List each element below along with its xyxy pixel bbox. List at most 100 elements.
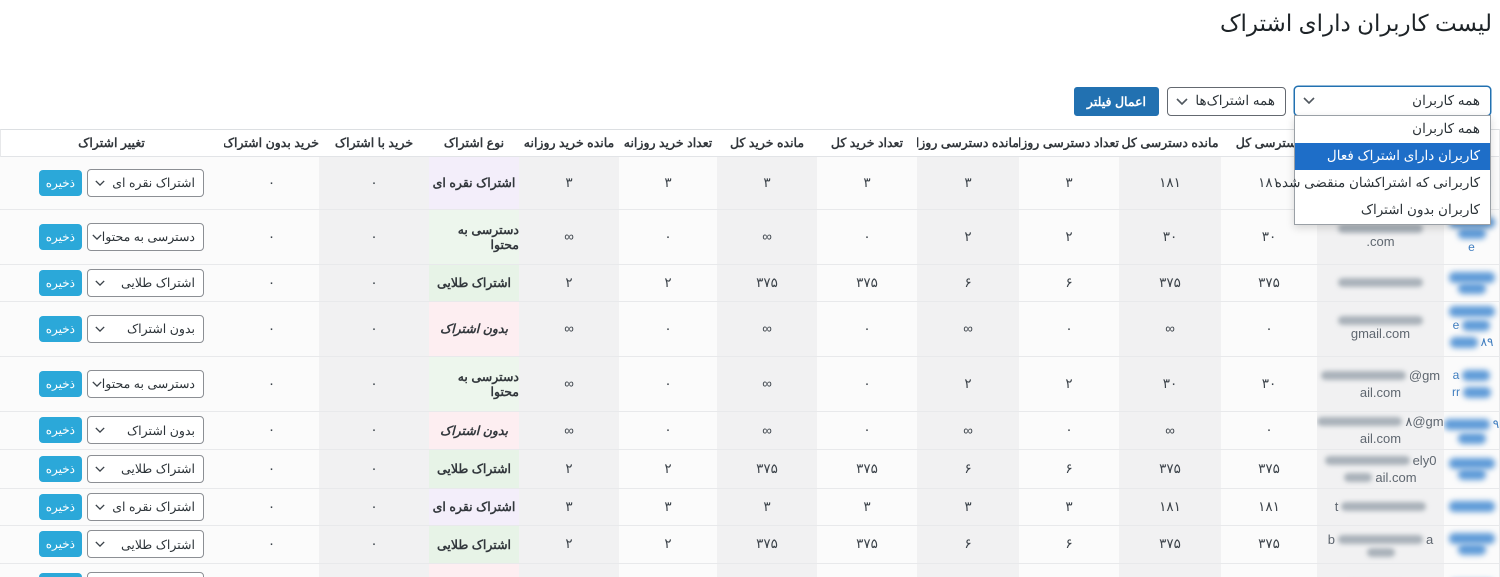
total-buy-left-cell: ۳	[717, 488, 817, 525]
column-header: خرید بدون اشتراک	[224, 136, 319, 151]
username-fragment[interactable]: e	[1468, 240, 1475, 255]
change-subscription-cell: دسترسی به محتوا ذخیره	[0, 356, 224, 411]
subscription-select[interactable]: دسترسی به محتوا	[87, 369, 204, 398]
table-row: ely0 ail.com ۳۷۵ ۳۷۵ ۶ ۶ ۳۷۵ ۳۷۵ ۲ ۲ اشتر…	[0, 449, 1499, 489]
username-cell[interactable]	[1444, 526, 1499, 563]
username-cell[interactable]: a rr	[1444, 357, 1499, 411]
daily-access-left-cell: ۲	[917, 356, 1019, 411]
total-buy-count-cell: ۳۷۵	[856, 274, 878, 290]
total-access-cell: ۳۷۵	[1258, 460, 1280, 476]
daily-buy-count-cell: ۳	[664, 174, 672, 190]
subscription-select[interactable]: بدون اشتراک	[87, 416, 204, 445]
dropdown-option[interactable]: کاربران بدون اشتراک	[1360, 201, 1480, 217]
column-header: خرید با اشتراک	[334, 136, 414, 151]
daily-access-count-cell: ۶	[1065, 460, 1073, 476]
username-fragment[interactable]: a	[1452, 367, 1460, 382]
subscription-select[interactable]: اشتراک نقره ای	[87, 168, 204, 197]
save-button[interactable]: ذخیره	[38, 223, 82, 250]
username-fragment[interactable]: e	[1452, 318, 1460, 333]
subscription-type-cell: بدون اشتراک	[429, 563, 519, 577]
save-button[interactable]: ذخیره	[38, 269, 82, 296]
daily-buy-count-cell: ۰	[619, 564, 717, 577]
redacted-email	[1338, 535, 1423, 545]
apply-filter-button[interactable]: اعمال فیلتر	[1073, 86, 1159, 116]
buy-with-subscription-cell: ۰	[319, 264, 429, 301]
username-cell[interactable]	[1444, 564, 1499, 577]
save-button[interactable]: ذخیره	[38, 315, 82, 342]
total-access-cell: ۱۸۱	[1258, 174, 1280, 190]
chevron-down-icon	[95, 541, 105, 548]
redacted-username	[1448, 533, 1495, 545]
table-row: soo. ۰ ∞ ۰ ∞ ۰ ∞ ۰ ∞ بدون اشتراک ۰ ۰ بدو…	[0, 563, 1499, 577]
subscription-select[interactable]: اشتراک طلایی	[87, 268, 204, 297]
buy-with-subscription-cell: ۰	[319, 156, 429, 209]
daily-buy-left-cell: ۳	[519, 156, 619, 209]
redacted-email	[1338, 278, 1423, 288]
total-buy-left-cell: ۳۷۵	[717, 449, 817, 488]
username-cell[interactable]	[1444, 450, 1499, 488]
redacted-username	[1457, 433, 1486, 445]
email-fragment: t	[1334, 499, 1339, 515]
subscriptions-filter-select[interactable]: همه اشتراک‌ها	[1167, 86, 1286, 116]
total-access-left-cell: ۳۰	[1119, 356, 1221, 411]
subscription-select-value: بدون اشتراک	[126, 322, 195, 337]
username-fragment[interactable]: ۸۹	[1480, 335, 1494, 350]
username-fragment[interactable]: rr	[1452, 384, 1460, 399]
total-buy-count-cell: ۰	[863, 320, 871, 336]
total-access-cell: ۱۸۱	[1258, 498, 1280, 514]
column-header: مانده دسترسی روزانه	[917, 136, 1019, 151]
save-button[interactable]: ذخیره	[38, 493, 82, 520]
users-filter-select[interactable]: همه کاربران	[1294, 85, 1491, 116]
daily-access-left-cell: ۳	[917, 488, 1019, 525]
total-access-cell: ۰	[1265, 320, 1273, 336]
buy-with-subscription-cell: ۰	[319, 449, 429, 488]
email-fragment: ۸@gm	[1405, 414, 1444, 430]
email-cell: gmail.com	[1317, 301, 1444, 356]
username-cell[interactable]: e ۸۹	[1444, 302, 1499, 356]
save-button[interactable]: ذخیره	[38, 417, 82, 444]
username-cell[interactable]	[1444, 489, 1499, 525]
column-header: مانده خرید کل	[729, 136, 805, 151]
subscription-select[interactable]: بدون اشتراک	[87, 571, 204, 577]
change-subscription-cell: اشتراک طلایی ذخیره	[0, 449, 224, 488]
buy-with-subscription-cell: ۰	[319, 525, 429, 563]
total-access-left-cell: ∞	[1119, 563, 1221, 577]
subscription-select-value: اشتراک طلایی	[120, 462, 195, 477]
dropdown-option[interactable]: کاربرانی که اشتراکشان منقضی شده	[1274, 174, 1480, 190]
redacted-email	[1320, 370, 1406, 380]
save-button[interactable]: ذخیره	[38, 455, 82, 482]
save-button[interactable]: ذخیره	[38, 169, 82, 196]
total-access-cell: ۳۷۵	[1258, 274, 1280, 290]
redacted-username	[1457, 544, 1486, 556]
dropdown-option[interactable]: کاربران دارای اشتراک فعال	[1295, 142, 1490, 170]
chevron-down-icon	[95, 180, 105, 186]
subscription-select[interactable]: اشتراک نقره ای	[87, 492, 204, 521]
subscription-select[interactable]: بدون اشتراک	[87, 314, 204, 343]
username-fragment[interactable]: ۹	[1492, 417, 1499, 432]
username-cell[interactable]: ۹	[1444, 412, 1499, 449]
email-fragment: ely0	[1412, 452, 1437, 468]
change-subscription-cell: اشتراک طلایی ذخیره	[0, 264, 224, 301]
username-cell[interactable]	[1444, 265, 1499, 301]
page-title: لیست کاربران دارای اشتراک	[1219, 10, 1492, 36]
save-button[interactable]: ذخیره	[38, 531, 82, 558]
email-fragment: a	[1426, 532, 1434, 548]
subscription-select[interactable]: دسترسی به محتوا	[87, 222, 204, 251]
subscription-select-value: اشتراک طلایی	[120, 537, 195, 552]
email-fragment: gmail.com	[1350, 325, 1411, 341]
subscription-select[interactable]: اشتراک طلایی	[87, 530, 204, 559]
redacted-email	[1338, 223, 1423, 233]
total-buy-left-cell: ۳۷۵	[717, 525, 817, 563]
column-header: تعداد خرید کل	[830, 136, 904, 151]
save-button[interactable]: ذخیره	[38, 572, 82, 577]
buy-with-subscription-cell: ۰	[319, 411, 429, 449]
dropdown-option[interactable]: همه کاربران	[1412, 120, 1480, 136]
subscription-select-value: اشتراک نقره ای	[112, 500, 195, 515]
save-button[interactable]: ذخیره	[38, 370, 82, 397]
buy-without-subscription-cell: ۰	[267, 174, 276, 190]
email-cell: ely0 ail.com	[1317, 449, 1444, 488]
daily-access-count-cell: ۰	[1065, 320, 1073, 336]
subscription-type-cell: اشتراک طلایی	[429, 264, 519, 301]
subscription-select[interactable]: اشتراک طلایی	[87, 454, 204, 483]
